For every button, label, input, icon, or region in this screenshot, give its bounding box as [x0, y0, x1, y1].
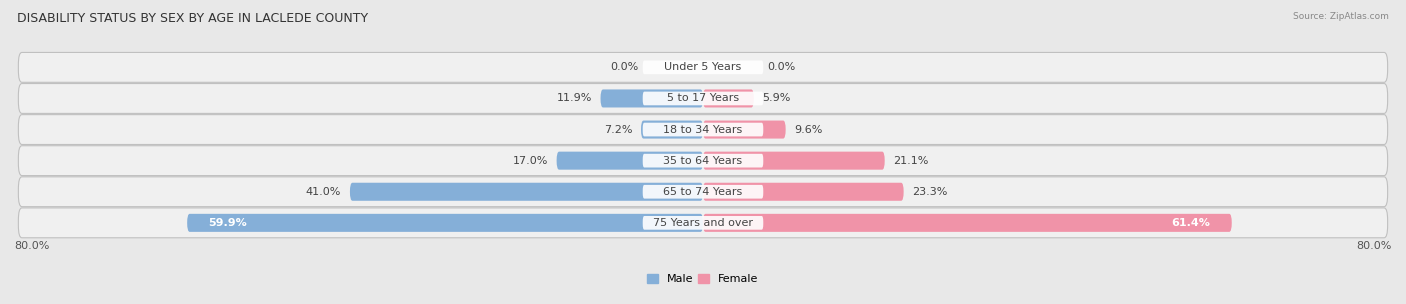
FancyBboxPatch shape: [18, 53, 1388, 82]
Text: 5.9%: 5.9%: [762, 93, 790, 103]
FancyBboxPatch shape: [643, 185, 763, 199]
Text: 0.0%: 0.0%: [610, 62, 638, 72]
FancyBboxPatch shape: [643, 123, 763, 136]
FancyBboxPatch shape: [703, 152, 884, 170]
Text: 65 to 74 Years: 65 to 74 Years: [664, 187, 742, 197]
FancyBboxPatch shape: [643, 92, 763, 105]
FancyBboxPatch shape: [703, 89, 754, 108]
FancyBboxPatch shape: [187, 214, 703, 232]
FancyBboxPatch shape: [641, 121, 703, 139]
Text: 11.9%: 11.9%: [557, 93, 592, 103]
Text: Source: ZipAtlas.com: Source: ZipAtlas.com: [1294, 12, 1389, 21]
FancyBboxPatch shape: [643, 216, 763, 230]
Text: 7.2%: 7.2%: [605, 125, 633, 135]
Text: 80.0%: 80.0%: [14, 241, 49, 251]
Text: 35 to 64 Years: 35 to 64 Years: [664, 156, 742, 166]
Text: 80.0%: 80.0%: [1357, 241, 1392, 251]
FancyBboxPatch shape: [557, 152, 703, 170]
FancyBboxPatch shape: [600, 89, 703, 108]
Legend: Male, Female: Male, Female: [647, 274, 759, 285]
FancyBboxPatch shape: [18, 115, 1388, 144]
FancyBboxPatch shape: [18, 146, 1388, 176]
FancyBboxPatch shape: [350, 183, 703, 201]
Text: 41.0%: 41.0%: [307, 187, 342, 197]
Text: Under 5 Years: Under 5 Years: [665, 62, 741, 72]
Text: 18 to 34 Years: 18 to 34 Years: [664, 125, 742, 135]
Text: 61.4%: 61.4%: [1171, 218, 1211, 228]
Text: DISABILITY STATUS BY SEX BY AGE IN LACLEDE COUNTY: DISABILITY STATUS BY SEX BY AGE IN LACLE…: [17, 12, 368, 25]
Text: 17.0%: 17.0%: [513, 156, 548, 166]
Text: 0.0%: 0.0%: [768, 62, 796, 72]
Text: 21.1%: 21.1%: [893, 156, 929, 166]
Text: 9.6%: 9.6%: [794, 125, 823, 135]
FancyBboxPatch shape: [18, 84, 1388, 113]
FancyBboxPatch shape: [703, 121, 786, 139]
Text: 75 Years and over: 75 Years and over: [652, 218, 754, 228]
FancyBboxPatch shape: [703, 214, 1232, 232]
Text: 5 to 17 Years: 5 to 17 Years: [666, 93, 740, 103]
FancyBboxPatch shape: [18, 208, 1388, 238]
FancyBboxPatch shape: [703, 183, 904, 201]
Text: 59.9%: 59.9%: [208, 218, 247, 228]
Text: 23.3%: 23.3%: [912, 187, 948, 197]
FancyBboxPatch shape: [643, 60, 763, 74]
FancyBboxPatch shape: [18, 177, 1388, 207]
FancyBboxPatch shape: [643, 154, 763, 168]
